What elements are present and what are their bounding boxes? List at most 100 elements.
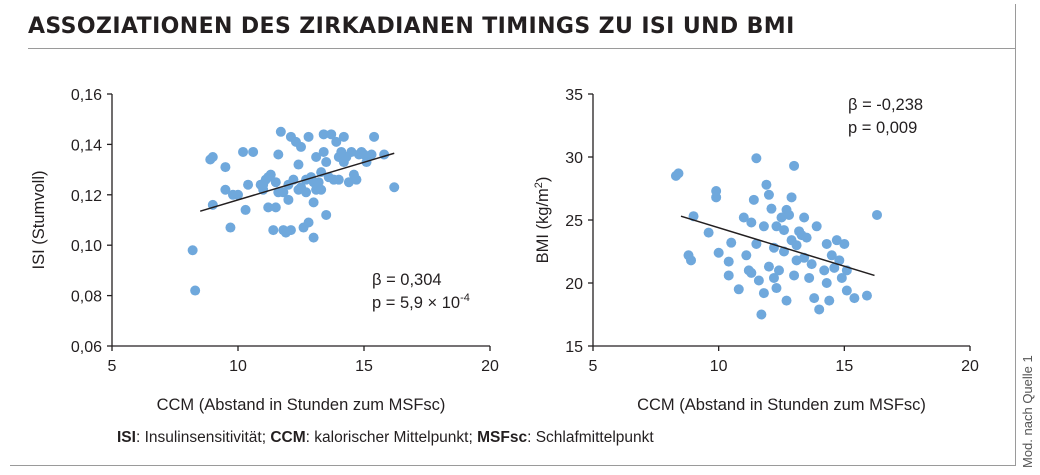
chart2-data-point xyxy=(814,304,825,315)
chart2-data-point xyxy=(686,255,697,266)
chart1-data-point xyxy=(333,174,344,185)
figure-frame xyxy=(10,4,1016,466)
chart2-data-point xyxy=(831,235,842,246)
chart2-beta-annotation: β = -0,238 xyxy=(848,96,923,114)
chart1-data-point xyxy=(275,126,286,137)
footnote-abbr-msfsc: MSFsc xyxy=(477,429,528,446)
chart2-data-point xyxy=(821,238,832,249)
chart2-x-axis-label: CCM (Abstand in Stunden zum MSFsc) xyxy=(637,396,926,414)
chart1-data-point xyxy=(225,222,236,233)
chart2-data-point xyxy=(872,209,883,220)
chart1-data-point xyxy=(270,177,281,188)
chart2-data-point xyxy=(758,221,769,232)
chart1-data-point xyxy=(346,146,357,157)
chart2-data-point xyxy=(758,288,769,299)
source-note: Mod. nach Quelle 1 xyxy=(1020,355,1035,468)
chart1-data-point xyxy=(318,146,329,157)
chart1-x-tick-label: 10 xyxy=(229,358,247,375)
chart2-y-tick-label: 20 xyxy=(565,276,583,293)
chart2-data-point xyxy=(751,238,762,249)
chart1-data-point xyxy=(321,209,332,220)
chart1-data-point xyxy=(270,202,281,213)
chart1-data-point xyxy=(313,177,324,188)
chart1-data-point xyxy=(268,225,279,236)
chart1-y-tick-label: 0,16 xyxy=(71,87,102,104)
chart1-data-point xyxy=(366,149,377,160)
chart2-data-point xyxy=(753,275,764,286)
chart2-data-point xyxy=(763,261,774,272)
chart2-data-point xyxy=(809,293,820,304)
chart2-y-axis-label: BMI (kg/m2) xyxy=(533,177,552,264)
chart2-data-point xyxy=(771,221,782,232)
chart1-data-point xyxy=(248,146,259,157)
chart2-x-tick-label: 5 xyxy=(589,358,598,375)
chart2-data-point xyxy=(836,272,847,283)
chart2-data-point xyxy=(826,250,837,261)
chart2-data-point xyxy=(841,285,852,296)
chart2-y-tick-label: 25 xyxy=(565,213,583,230)
chart2-data-point xyxy=(761,179,772,190)
chart2-data-point xyxy=(789,160,800,171)
chart1-data-point xyxy=(285,225,296,236)
chart2-data-point xyxy=(703,227,714,238)
chart1-y-tick-label: 0,12 xyxy=(71,188,102,205)
chart2-data-point xyxy=(789,270,800,281)
footnote-def-msfsc: : Schlafmittelpunkt xyxy=(527,429,654,446)
chart1-data-point xyxy=(238,146,249,157)
chart2-data-point xyxy=(726,237,737,248)
chart1-y-tick-label: 0,06 xyxy=(71,339,102,356)
chart2-data-point xyxy=(673,168,684,179)
chart2-data-point xyxy=(786,192,797,203)
chart2-y-tick-label: 35 xyxy=(565,87,583,104)
chart1-data-point xyxy=(263,202,274,213)
chart1-data-point xyxy=(308,232,319,243)
chart1-data-point xyxy=(265,169,276,180)
chart1-data-point xyxy=(316,184,327,195)
chart2-data-point xyxy=(756,309,767,320)
chart2-x-tick-label: 20 xyxy=(961,358,979,375)
chart2-data-point xyxy=(713,247,724,258)
chart2-data-point xyxy=(791,255,802,266)
chart2-data-point xyxy=(801,232,812,243)
chart2-data-point xyxy=(746,267,757,278)
chart1-x-axis-label: CCM (Abstand in Stunden zum MSFsc) xyxy=(157,396,446,414)
chart1-data-point xyxy=(321,157,332,168)
chart2-data-point xyxy=(806,259,817,270)
chart1-trend-line xyxy=(199,152,395,212)
footnote-def-ccm: : kalorischer Mittelpunkt; xyxy=(305,429,478,446)
chart1-data-point xyxy=(359,149,369,160)
chart2-data-point xyxy=(776,212,787,223)
chart1-data-point xyxy=(331,136,342,147)
chart1-data-point xyxy=(190,285,201,296)
chart1-y-tick-label: 0,08 xyxy=(71,289,102,306)
chart2-y-tick-label: 30 xyxy=(565,150,583,167)
figure-title: ASSOZIATIONEN DES ZIRKADIANEN TIMINGS ZU… xyxy=(28,14,795,39)
chart1-data-point xyxy=(296,141,306,152)
chart1-data-point xyxy=(369,131,380,142)
chart1-data-point xyxy=(303,131,314,142)
chart2-data-point xyxy=(751,153,762,164)
chart1-data-point xyxy=(318,129,329,140)
chart1-data-point xyxy=(273,149,284,160)
chart1-y-tick-label: 0,14 xyxy=(71,137,102,154)
chart2-data-point xyxy=(834,255,845,266)
chart2-data-point xyxy=(811,221,822,232)
chart1-p-annotation: p = 5,9 × 10-4 xyxy=(372,292,470,312)
title-divider xyxy=(28,48,1016,49)
chart1-beta-annotation: β = 0,304 xyxy=(372,271,442,289)
chart1-x-tick-label: 5 xyxy=(108,358,117,375)
chart1-y-tick-label: 0,10 xyxy=(71,238,102,255)
chart2-data-point xyxy=(733,284,744,295)
chart2-data-point xyxy=(738,212,749,223)
chart2-data-point xyxy=(746,217,757,228)
chart1-data-point xyxy=(240,204,251,215)
chart2-data-point xyxy=(781,295,792,306)
chart1-data-point xyxy=(293,159,304,170)
chart1-data-point xyxy=(326,129,337,140)
chart2-data-point xyxy=(804,272,815,283)
chart1-data-point xyxy=(283,194,294,205)
chart2-trend-line xyxy=(680,215,875,277)
chart2-data-point xyxy=(748,194,759,205)
chart1-data-point xyxy=(338,131,349,142)
chart2-data-point xyxy=(773,265,784,276)
